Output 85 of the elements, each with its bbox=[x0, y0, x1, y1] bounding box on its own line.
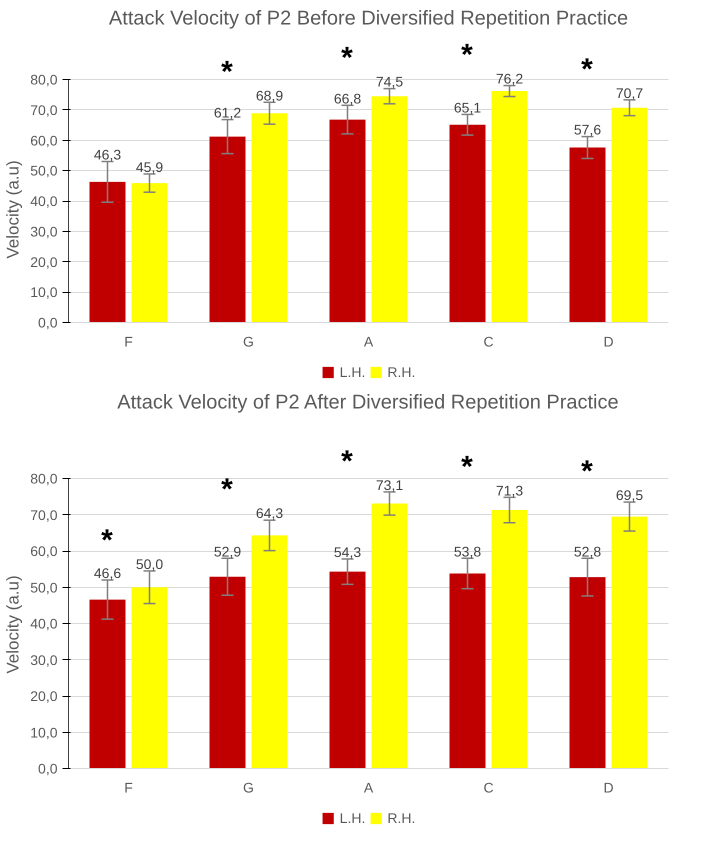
bar bbox=[210, 136, 246, 322]
chart-title: Attack Velocity of P2 After Diversified Repetition Practice bbox=[117, 392, 619, 414]
y-tick-label: 20,0 bbox=[30, 688, 58, 704]
y-tick-label: 70,0 bbox=[30, 102, 58, 118]
legend-label: R.H. bbox=[387, 810, 416, 826]
chart-title: Attack Velocity of P2 Before Diversified Repetition Practice bbox=[108, 8, 628, 30]
y-tick-label: 80,0 bbox=[30, 470, 58, 486]
y-tick-label: 30,0 bbox=[30, 652, 58, 668]
y-tick-label: 50,0 bbox=[30, 162, 58, 179]
data-label: 74,5 bbox=[376, 74, 404, 90]
bar bbox=[252, 113, 288, 322]
annotation: * bbox=[101, 524, 114, 557]
data-label: 71,3 bbox=[496, 482, 524, 498]
y-axis-title: Velocity (a.u) bbox=[3, 160, 22, 259]
y-tick-label: 0,0 bbox=[38, 760, 58, 776]
y-tick-label: 10,0 bbox=[30, 284, 58, 300]
data-label: 66,8 bbox=[334, 90, 362, 106]
annotation: * bbox=[221, 55, 234, 88]
y-tick-label: 70,0 bbox=[30, 506, 58, 523]
bar bbox=[612, 516, 648, 768]
data-label: 52,8 bbox=[574, 543, 602, 560]
y-tick-label: 20,0 bbox=[30, 254, 58, 270]
y-tick-label: 30,0 bbox=[30, 223, 58, 240]
annotation: * bbox=[221, 473, 234, 506]
annotation: * bbox=[581, 52, 594, 86]
legend-label: L.H. bbox=[340, 810, 366, 826]
data-label: 45,9 bbox=[136, 158, 164, 175]
text: * bbox=[461, 38, 474, 72]
data-label: 53,8 bbox=[454, 543, 482, 560]
x-tick-label: F bbox=[124, 780, 133, 796]
bar bbox=[330, 120, 366, 322]
bar bbox=[492, 91, 528, 322]
data-label: 50,0 bbox=[136, 556, 164, 572]
data-label: 69,5 bbox=[616, 487, 644, 504]
data-label: 73,1 bbox=[376, 476, 404, 493]
bar bbox=[570, 577, 606, 768]
data-label: 54,3 bbox=[334, 544, 362, 560]
x-tick-label: F bbox=[124, 334, 133, 350]
bar bbox=[252, 535, 288, 768]
data-label: 70,7 bbox=[616, 84, 644, 101]
y-tick-label: 10,0 bbox=[30, 724, 58, 740]
x-tick-label: D bbox=[603, 780, 614, 796]
data-label: 46,6 bbox=[94, 565, 122, 581]
data-label: 64,3 bbox=[256, 505, 284, 522]
bar bbox=[132, 587, 168, 768]
bar bbox=[90, 182, 126, 322]
annotation: * bbox=[581, 455, 594, 488]
data-label: 61,2 bbox=[214, 104, 242, 121]
y-axis-title: Velocity (a.u) bbox=[3, 575, 22, 674]
bar bbox=[90, 600, 126, 768]
bar bbox=[450, 124, 486, 322]
data-label: 68,9 bbox=[256, 87, 284, 104]
y-tick-label: 0,0 bbox=[38, 314, 58, 330]
y-tick-label: 60,0 bbox=[30, 132, 58, 148]
bar bbox=[210, 576, 246, 768]
y-tick-label: 60,0 bbox=[30, 543, 58, 559]
bar bbox=[330, 572, 366, 768]
y-tick-label: 80,0 bbox=[30, 72, 58, 88]
legend-label: R.H. bbox=[387, 364, 416, 380]
bar bbox=[450, 573, 486, 768]
x-tick-label: D bbox=[603, 334, 614, 350]
y-tick-label: 50,0 bbox=[30, 579, 58, 596]
text: * bbox=[341, 42, 354, 75]
bar bbox=[132, 183, 168, 322]
bar bbox=[492, 510, 528, 768]
x-tick-label: C bbox=[483, 334, 494, 350]
data-label: 76,2 bbox=[496, 70, 524, 87]
data-label: 65,1 bbox=[454, 99, 482, 116]
bar bbox=[372, 96, 408, 322]
y-tick-label: 40,0 bbox=[30, 193, 58, 209]
y-tick-label: 40,0 bbox=[30, 616, 58, 632]
legend-label: L.H. bbox=[340, 364, 366, 380]
bar bbox=[570, 148, 606, 322]
annotation: * bbox=[461, 450, 474, 484]
x-tick-label: G bbox=[243, 780, 254, 796]
text: * bbox=[341, 444, 354, 478]
x-tick-label: G bbox=[243, 334, 254, 350]
x-tick-label: A bbox=[364, 780, 374, 796]
bar bbox=[612, 108, 648, 322]
data-label: 57,6 bbox=[574, 122, 602, 138]
data-label: 52,9 bbox=[214, 543, 242, 560]
bar bbox=[372, 504, 408, 768]
data-label: 46,3 bbox=[94, 146, 122, 163]
x-tick-label: A bbox=[364, 334, 374, 350]
x-tick-label: C bbox=[483, 780, 494, 796]
